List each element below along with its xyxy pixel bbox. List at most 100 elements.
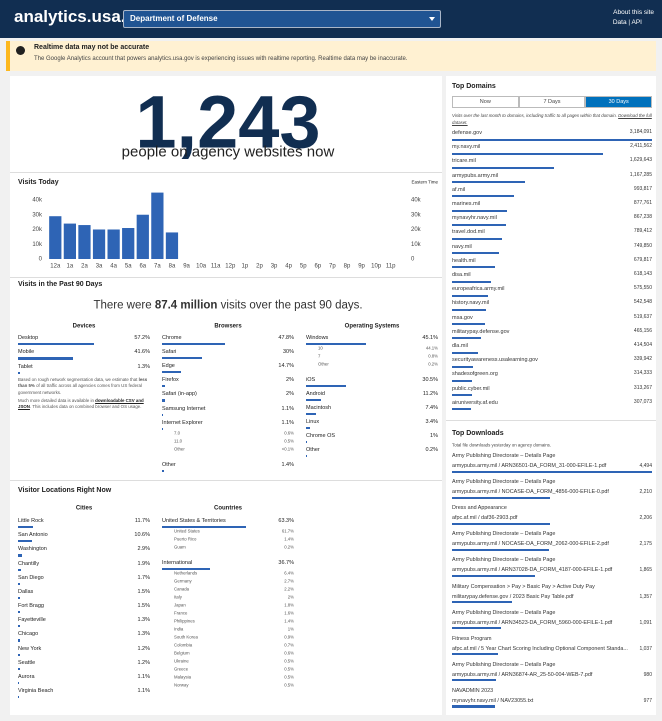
bar — [306, 427, 311, 430]
domain-value: 313,267 — [633, 384, 652, 391]
sub-row-name: 7.0 — [174, 430, 180, 436]
alert-icon — [16, 46, 25, 55]
bar — [18, 681, 20, 685]
sub-row-value: 1.4% — [284, 536, 294, 542]
row-value: 36.7% — [278, 559, 294, 566]
sub-row-value: 2.2% — [284, 586, 294, 592]
logo[interactable]: analytics.usa.gov — [14, 7, 156, 26]
column-title: Cities — [75, 505, 93, 512]
note-after: of all traffic across all agencies comes… — [18, 383, 142, 395]
agency-select[interactable]: Department of Defense — [123, 10, 441, 28]
row-name: Washington — [18, 546, 47, 553]
row-value: 14.7% — [278, 363, 294, 370]
tab-label[interactable]: Now — [479, 98, 491, 105]
note-bold: less than 5% — [18, 377, 148, 389]
row-value: 11.2% — [422, 390, 438, 397]
sub-row-value: 0.5% — [284, 658, 294, 664]
download-url[interactable]: armypubs.army.mil / NOCASE-DA_FORM_4856-… — [452, 488, 609, 495]
domain-name[interactable]: shadesofgreen.org — [452, 371, 498, 378]
agency-select-text: Department of Defense — [130, 14, 218, 23]
bar — [162, 399, 165, 402]
bar — [452, 166, 555, 170]
bar — [452, 337, 482, 340]
download-url[interactable]: afpc.af.mil / daf36-2903.pdf — [452, 515, 518, 522]
domain-name[interactable]: travel.dod.mil — [452, 229, 485, 236]
domain-name[interactable]: af.mil — [452, 186, 466, 193]
bar — [306, 399, 321, 402]
download-url[interactable]: armypubs.army.mil / ARN37028-DA_FORM_418… — [452, 567, 613, 574]
row-name: Other — [306, 446, 320, 453]
domain-value: 575,550 — [633, 285, 652, 292]
sub-row-value: 0.9% — [284, 634, 294, 640]
tab-label[interactable]: 30 Days — [608, 98, 629, 105]
download-url[interactable]: armypubs.army.mil / ARN36874-AR_25-50-00… — [452, 671, 593, 678]
domain-name[interactable]: public.cyber.mil — [452, 385, 490, 392]
download-url[interactable]: afpc.af.mil / 5 Year Chart Scoring Inclu… — [452, 645, 628, 652]
download-title: Army Publishing Directorate – Details Pa… — [452, 557, 556, 564]
sub-row-value: 0.8% — [428, 353, 438, 359]
domain-name[interactable]: health.mil — [452, 257, 476, 264]
sub-row-value: 2% — [287, 594, 294, 600]
bar — [162, 357, 202, 360]
sub-row-value: <0.1% — [281, 446, 294, 452]
domain-name[interactable]: europeafrica.army.mil — [452, 286, 505, 293]
section-title: Top Downloads — [452, 429, 504, 437]
row-value: 1.5% — [137, 602, 150, 609]
domain-name[interactable]: securityawareness.usalearning.gov — [452, 357, 538, 364]
row-value: 2% — [286, 377, 294, 384]
domain-name[interactable]: my.navy.mil — [452, 144, 481, 151]
domain-name[interactable]: dla.mil — [452, 342, 468, 349]
domain-name[interactable]: tricare.mil — [452, 158, 476, 165]
download-title: Army Publishing Directorate – Details Pa… — [452, 452, 556, 459]
note: Based on rough network segmentation data… — [18, 377, 152, 396]
row-name: Aurora — [18, 673, 35, 680]
download-url[interactable]: armypubs.army.mil / NOCASE-DA_FORM_2062-… — [452, 541, 609, 548]
row-value: 1.2% — [137, 659, 150, 666]
domain-name[interactable]: msa.gov — [452, 314, 473, 321]
domain-name[interactable]: navy.mil — [452, 243, 472, 250]
row-value: 1.1% — [137, 673, 150, 680]
domain-value: 749,850 — [633, 242, 652, 249]
row-value: 30.5% — [422, 376, 438, 383]
bar — [306, 343, 366, 346]
bar — [452, 679, 496, 682]
bar — [452, 308, 487, 312]
domain-name[interactable]: militarypay.defense.gov — [452, 328, 510, 335]
domain-value: 618,143 — [633, 271, 652, 278]
tab[interactable] — [452, 96, 519, 108]
bar — [18, 596, 20, 600]
about-link[interactable]: About this site — [613, 9, 654, 16]
sub-row-name: India — [174, 626, 184, 632]
download-url[interactable]: armypubs.army.mil / ARN36501-DA_FORM_31-… — [452, 462, 607, 469]
domain-name[interactable]: airuniversity.af.edu — [452, 399, 498, 406]
domain-name[interactable]: mynavyhr.navy.mil — [452, 215, 497, 222]
domain-value: 877,761 — [633, 200, 652, 207]
sub-row-value: 0.6% — [284, 430, 294, 436]
row-name: Fort Bragg — [18, 602, 44, 609]
download[interactable]: Download the full dataset. — [452, 113, 652, 125]
tab-label[interactable]: 7 Days — [543, 98, 561, 105]
download-url[interactable]: mynavyhr.navy.mil / NAV23055.txt — [452, 697, 534, 704]
tab[interactable] — [518, 96, 586, 108]
bar — [452, 627, 501, 630]
row-value: 1.4% — [281, 461, 294, 468]
sub-row-name: Germany — [174, 578, 192, 584]
domain-name[interactable]: disa.mil — [452, 271, 471, 278]
domain-name[interactable]: history.navy.mil — [452, 300, 490, 307]
download-title: Fitness Program — [452, 635, 492, 642]
bar — [18, 639, 20, 642]
domain-value: 465,156 — [633, 327, 652, 334]
bar — [18, 696, 20, 699]
domain-name[interactable]: armypubs.army.mil — [452, 172, 499, 179]
download-url[interactable]: armypubs.army.mil / ARN34523-DA_FORM_596… — [452, 619, 613, 626]
note-before: Much more detailed data is available in — [18, 398, 94, 403]
domain-name[interactable]: marines.mil — [452, 200, 481, 207]
data-api-link[interactable]: Data | API — [612, 19, 642, 26]
domain-value: 307,073 — [633, 398, 652, 405]
tab[interactable] — [585, 96, 653, 108]
note-link[interactable]: downloadable CSV and JSON — [18, 398, 144, 410]
bar — [452, 574, 535, 578]
domain-name[interactable]: defense.gov — [452, 129, 482, 136]
row-name: United States & Territories — [162, 517, 226, 524]
download-url[interactable]: militarypay.defense.gov / 2023 Basic Pay… — [452, 593, 574, 600]
